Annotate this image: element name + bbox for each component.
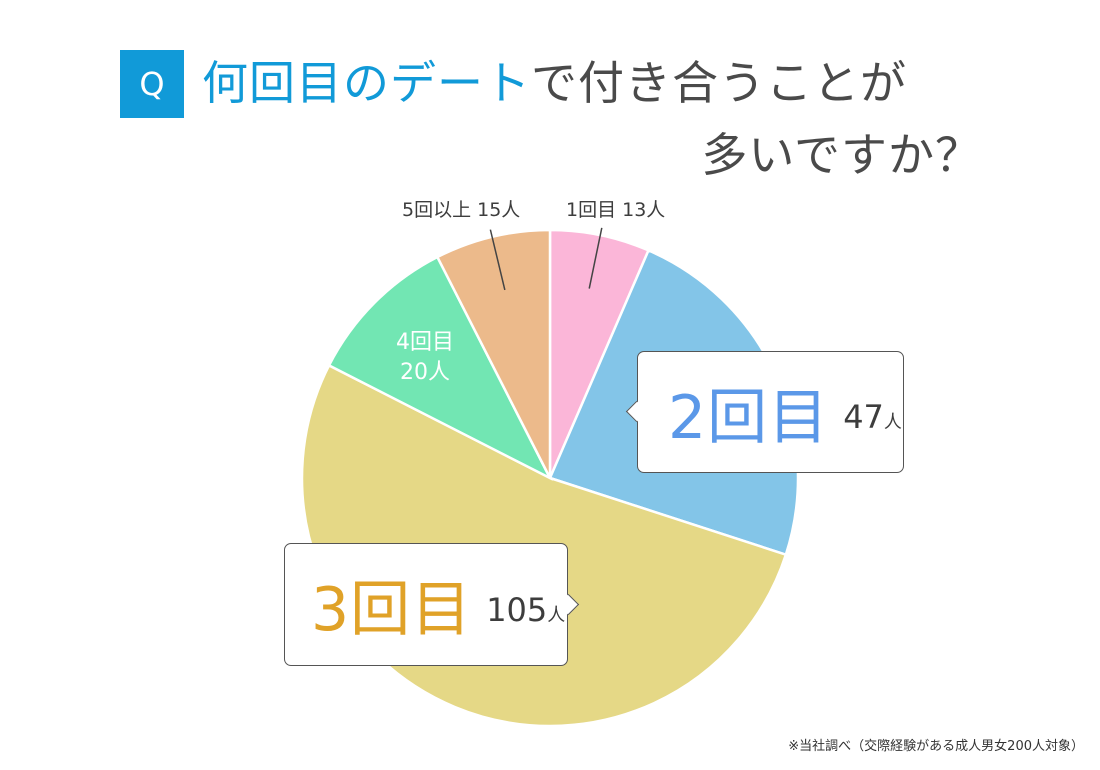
slice-label-4: 4回目 20人 bbox=[380, 328, 470, 388]
slice-label-4-name: 4回目 bbox=[396, 330, 454, 355]
chart-title-line1: 何回目のデートで付き合うことが bbox=[202, 48, 907, 118]
callout-2-unit: 人 bbox=[883, 412, 902, 433]
slice-label-5plus: 5回以上 15人 bbox=[402, 199, 521, 221]
callout-slice-2: 2回目 47 人 bbox=[637, 351, 904, 473]
callout-3-label: 3回目 bbox=[311, 575, 473, 645]
callout-2-value: 47 bbox=[843, 398, 884, 436]
footnote: ※当社調べ（交際経験がある成人男女200人対象） bbox=[788, 739, 1084, 754]
callout-3-unit: 人 bbox=[547, 604, 566, 626]
title-rest: で付き合うことが bbox=[531, 56, 907, 110]
slice-label-4-value: 20人 bbox=[400, 360, 450, 385]
callout-3-value: 105 bbox=[486, 590, 548, 629]
callout-slice-3: 3回目 105 人 bbox=[284, 543, 568, 666]
chart-title-line2: 多いですか？ bbox=[701, 128, 982, 182]
pie-slice-4 bbox=[327, 255, 553, 481]
leader-line-slice-5plus bbox=[489, 229, 506, 291]
leader-line-slice-1 bbox=[588, 227, 603, 289]
slice-label-1: 1回目 13人 bbox=[566, 199, 666, 221]
title-highlight: 何回目のデート bbox=[202, 56, 531, 110]
question-badge: Q bbox=[120, 50, 184, 118]
callout-2-label: 2回目 bbox=[668, 382, 830, 453]
